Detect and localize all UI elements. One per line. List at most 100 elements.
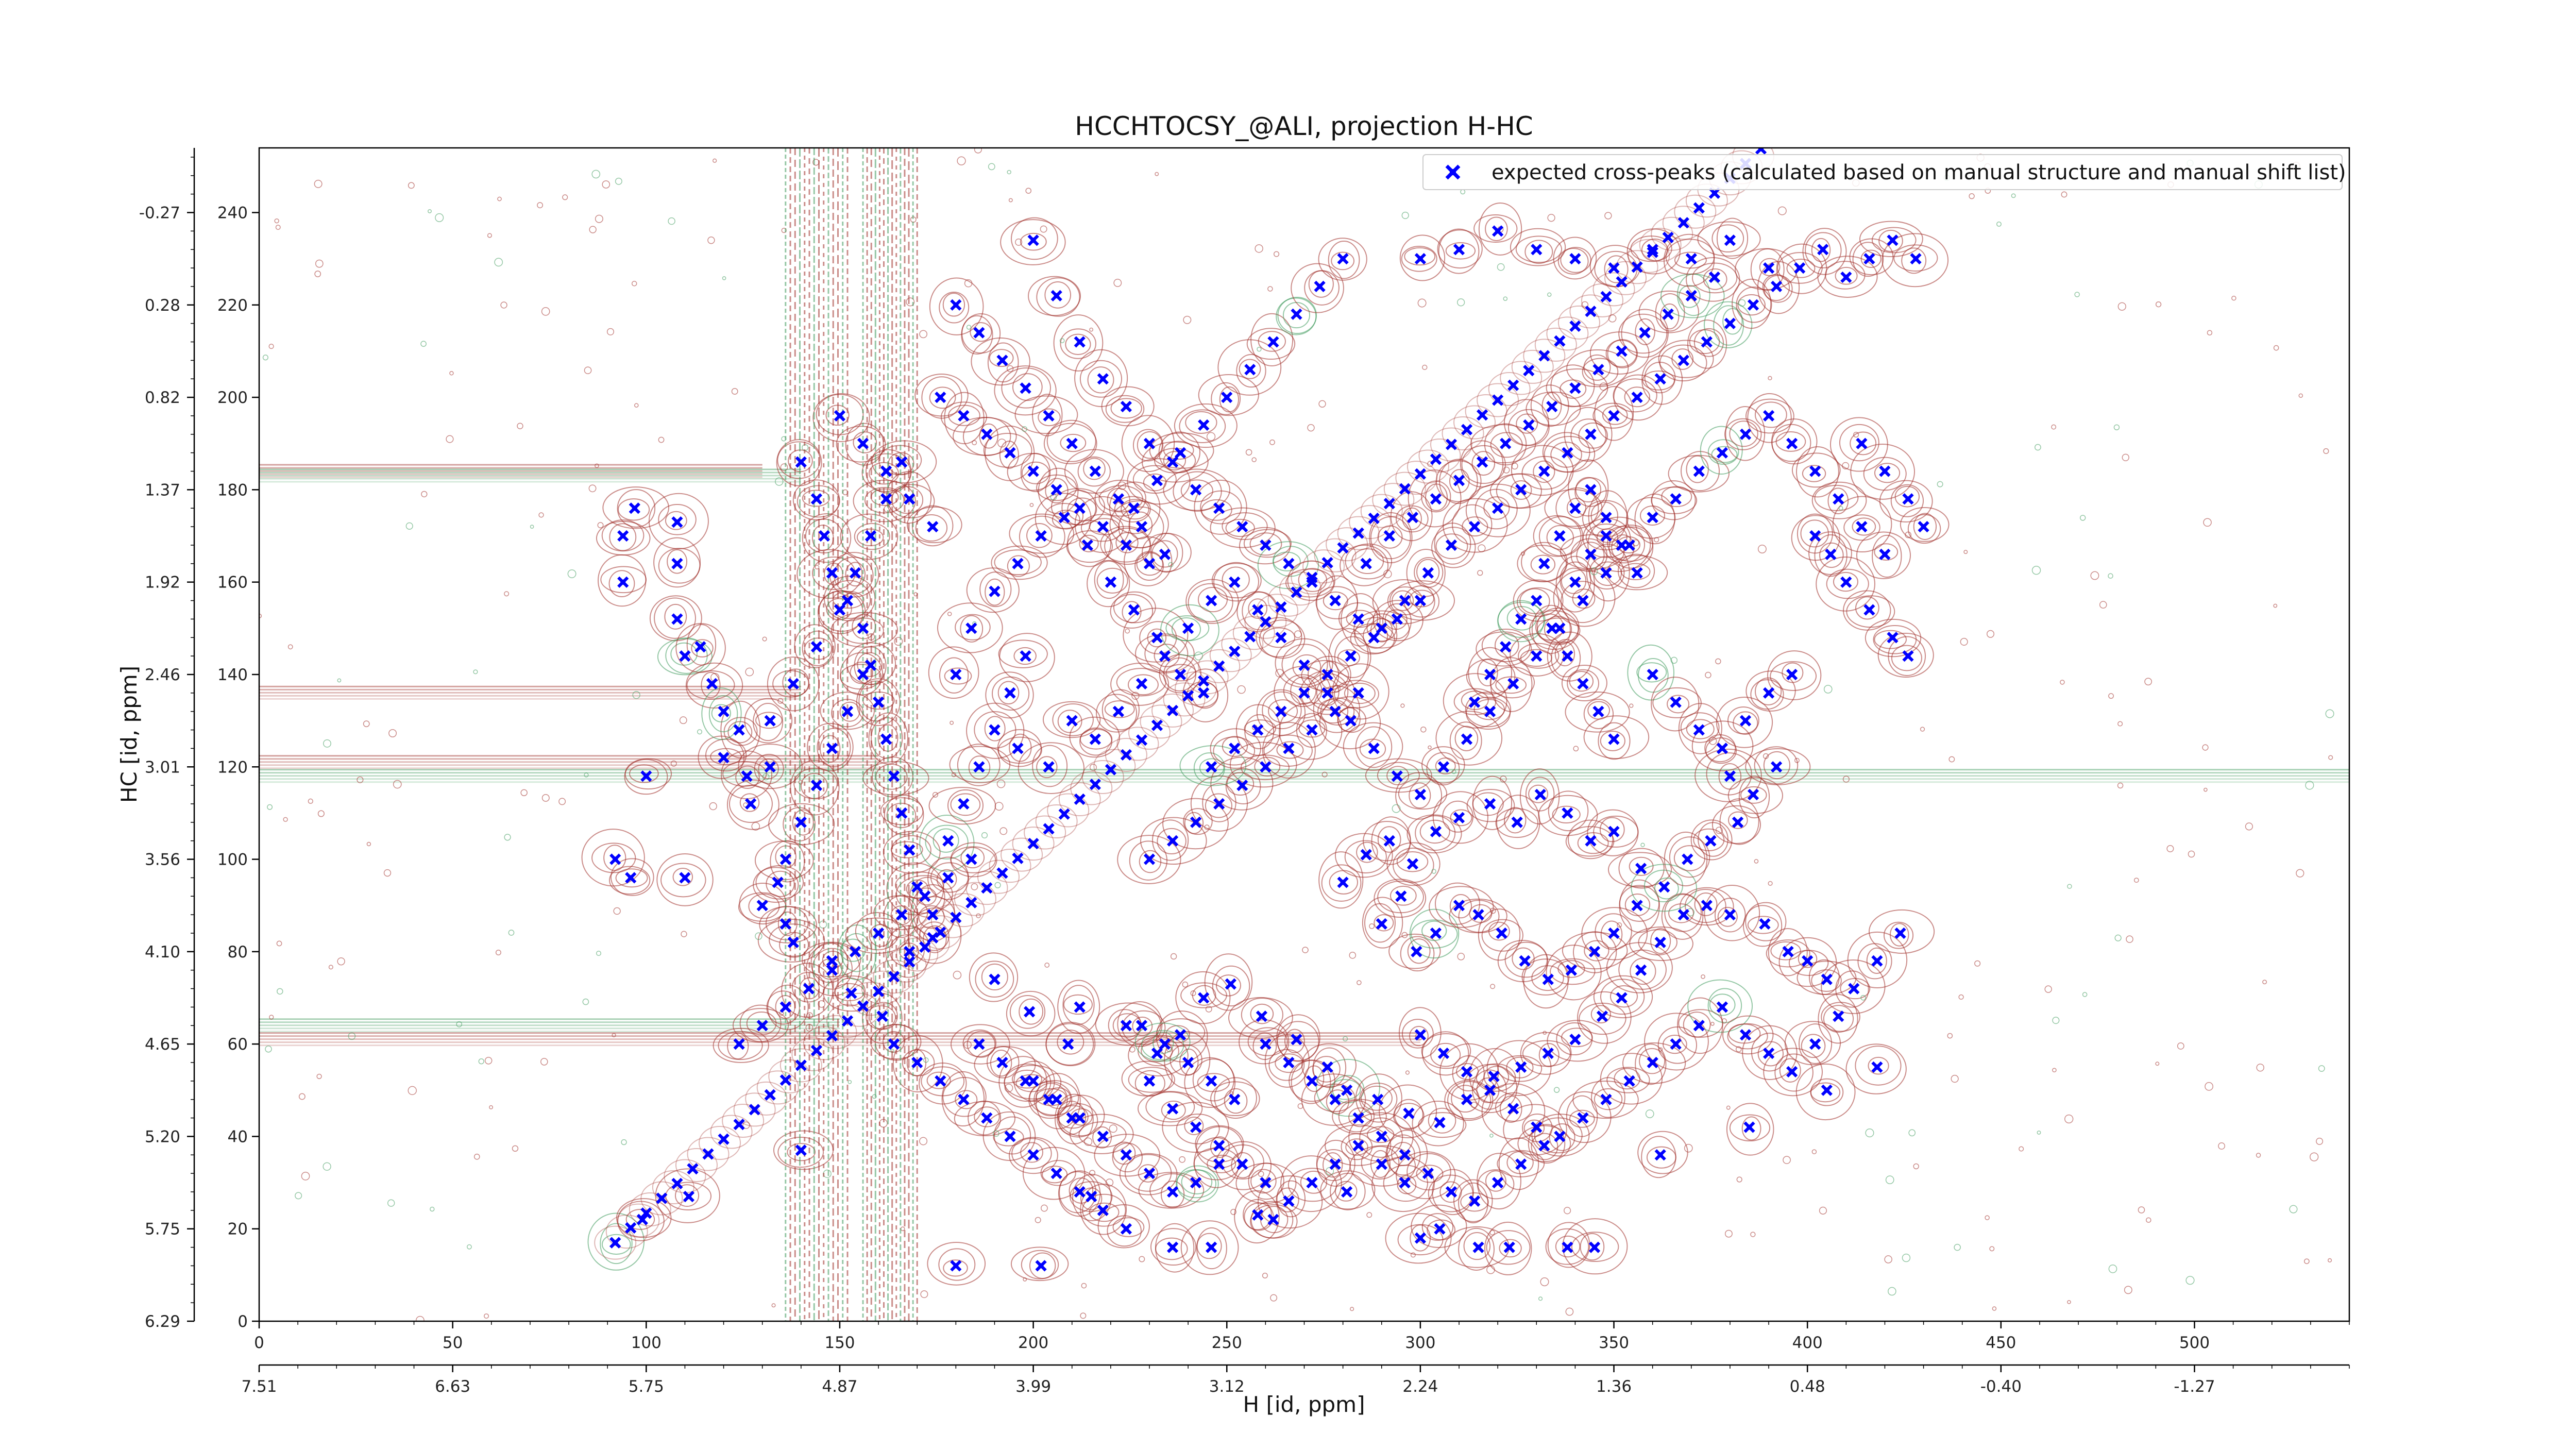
marker-dot — [1332, 1161, 1338, 1167]
contour-ring — [1328, 628, 1369, 686]
noise-speck — [798, 780, 803, 785]
marker-dot — [1572, 256, 1578, 262]
contour-ring — [777, 441, 821, 479]
marker-dot — [1851, 986, 1857, 991]
noise-speck — [631, 281, 637, 287]
contour-ring — [1531, 604, 1571, 654]
diagonal-contour — [1383, 471, 1426, 506]
contour-ring — [1554, 641, 1575, 667]
cross-peak-marker — [1275, 601, 1287, 613]
cross-peak-marker — [1136, 734, 1148, 746]
contour-ring — [915, 514, 948, 542]
marker-dot — [721, 709, 726, 714]
noise-speck — [919, 1137, 928, 1145]
marker-dot — [1673, 496, 1679, 502]
contour-ring — [1063, 994, 1093, 1015]
noise-speck — [1992, 1306, 1997, 1311]
marker-dot — [1340, 880, 1346, 885]
marker-dot — [1046, 826, 1052, 832]
noise-speck — [287, 644, 293, 650]
contour-ring — [629, 764, 659, 783]
contour-ring — [1742, 1025, 1798, 1080]
marker-dot — [976, 330, 982, 335]
contour-ring — [1154, 644, 1180, 667]
contour-ring — [1028, 276, 1081, 316]
contour-ring — [1028, 1081, 1073, 1119]
cross-peak-marker — [981, 428, 993, 440]
contour-ring — [1528, 1124, 1566, 1164]
cross-peak-marker — [1236, 520, 1248, 533]
marker-dot — [849, 990, 854, 996]
noise-speck — [2079, 515, 2086, 521]
contour-ring — [1421, 920, 1447, 941]
marker-dot — [1027, 1009, 1032, 1015]
contour-ring — [1250, 1169, 1277, 1194]
marker-dot — [798, 819, 804, 825]
ridge-line — [259, 467, 762, 469]
cross-peak-marker — [973, 327, 985, 339]
cross-peak-marker — [1739, 428, 1752, 440]
contour-ring — [746, 1012, 777, 1036]
noise-speck — [1908, 1129, 1916, 1137]
marker-dot — [1201, 422, 1207, 428]
marker-dot — [907, 949, 912, 954]
contour-ring — [1779, 1058, 1801, 1083]
marker-dot — [814, 496, 819, 502]
contour-ring — [656, 853, 714, 906]
marker-dot — [1170, 707, 1176, 713]
contour-ring — [1811, 969, 1842, 992]
cross-peak-marker — [1291, 1034, 1302, 1046]
contour-ring — [1763, 751, 1790, 780]
noise-speck — [504, 834, 511, 841]
diagonal-contour — [1209, 638, 1252, 672]
contour-ring — [1449, 894, 1472, 919]
marker-dot — [1696, 205, 1702, 211]
noise-speck — [567, 569, 577, 579]
contour-ring — [1287, 1168, 1337, 1202]
diagonal-contour — [1116, 727, 1159, 761]
contour-ring — [1250, 1201, 1294, 1239]
noise-speck — [1089, 764, 1097, 771]
marker-dot — [1193, 1180, 1199, 1186]
marker-dot — [1557, 1134, 1563, 1139]
cross-peak-marker — [617, 530, 629, 542]
noise-speck — [2144, 678, 2153, 686]
x-tick-label: 100 — [631, 1334, 662, 1352]
ridge-line — [259, 778, 2349, 780]
marker-dot — [783, 921, 788, 926]
marker-dot — [790, 939, 796, 945]
contour-ring — [654, 597, 696, 639]
contour-ring — [1222, 736, 1248, 757]
cross-peak-marker — [1507, 379, 1519, 391]
marker-dot — [1495, 506, 1501, 511]
cross-peak-marker — [1182, 1056, 1194, 1069]
contour-ring — [1290, 676, 1317, 705]
noise-speck — [1139, 1256, 1145, 1262]
contour-ring — [1096, 694, 1138, 733]
cross-peak-marker — [1066, 437, 1078, 449]
contour-ring — [657, 638, 713, 676]
diagonal-contour — [664, 1159, 706, 1193]
contour-ring — [1281, 644, 1328, 685]
noise-speck — [2117, 302, 2126, 311]
diagonal-contour — [1477, 383, 1519, 417]
marker-dot — [1456, 478, 1462, 483]
marker-dot — [829, 958, 835, 964]
cross-peak-marker — [1492, 394, 1504, 406]
cross-peak-marker — [1743, 1121, 1755, 1133]
noise-speck — [2114, 934, 2122, 941]
marker-dot — [837, 607, 842, 613]
contour-ring — [1572, 588, 1596, 609]
diagonal-contour — [1418, 439, 1461, 473]
marker-dot — [721, 755, 726, 761]
cross-peak-marker — [1027, 465, 1039, 477]
contour-ring — [1112, 1217, 1145, 1237]
contour-ring — [1874, 630, 1907, 649]
cross-peak-marker — [1213, 798, 1225, 810]
noise-speck — [1004, 1084, 1013, 1092]
contour-ring — [1439, 459, 1478, 504]
noise-speck — [1684, 1143, 1693, 1153]
cross-peak-marker — [1910, 252, 1922, 265]
contour-ring — [1374, 914, 1394, 932]
contour-ring — [1811, 238, 1831, 262]
